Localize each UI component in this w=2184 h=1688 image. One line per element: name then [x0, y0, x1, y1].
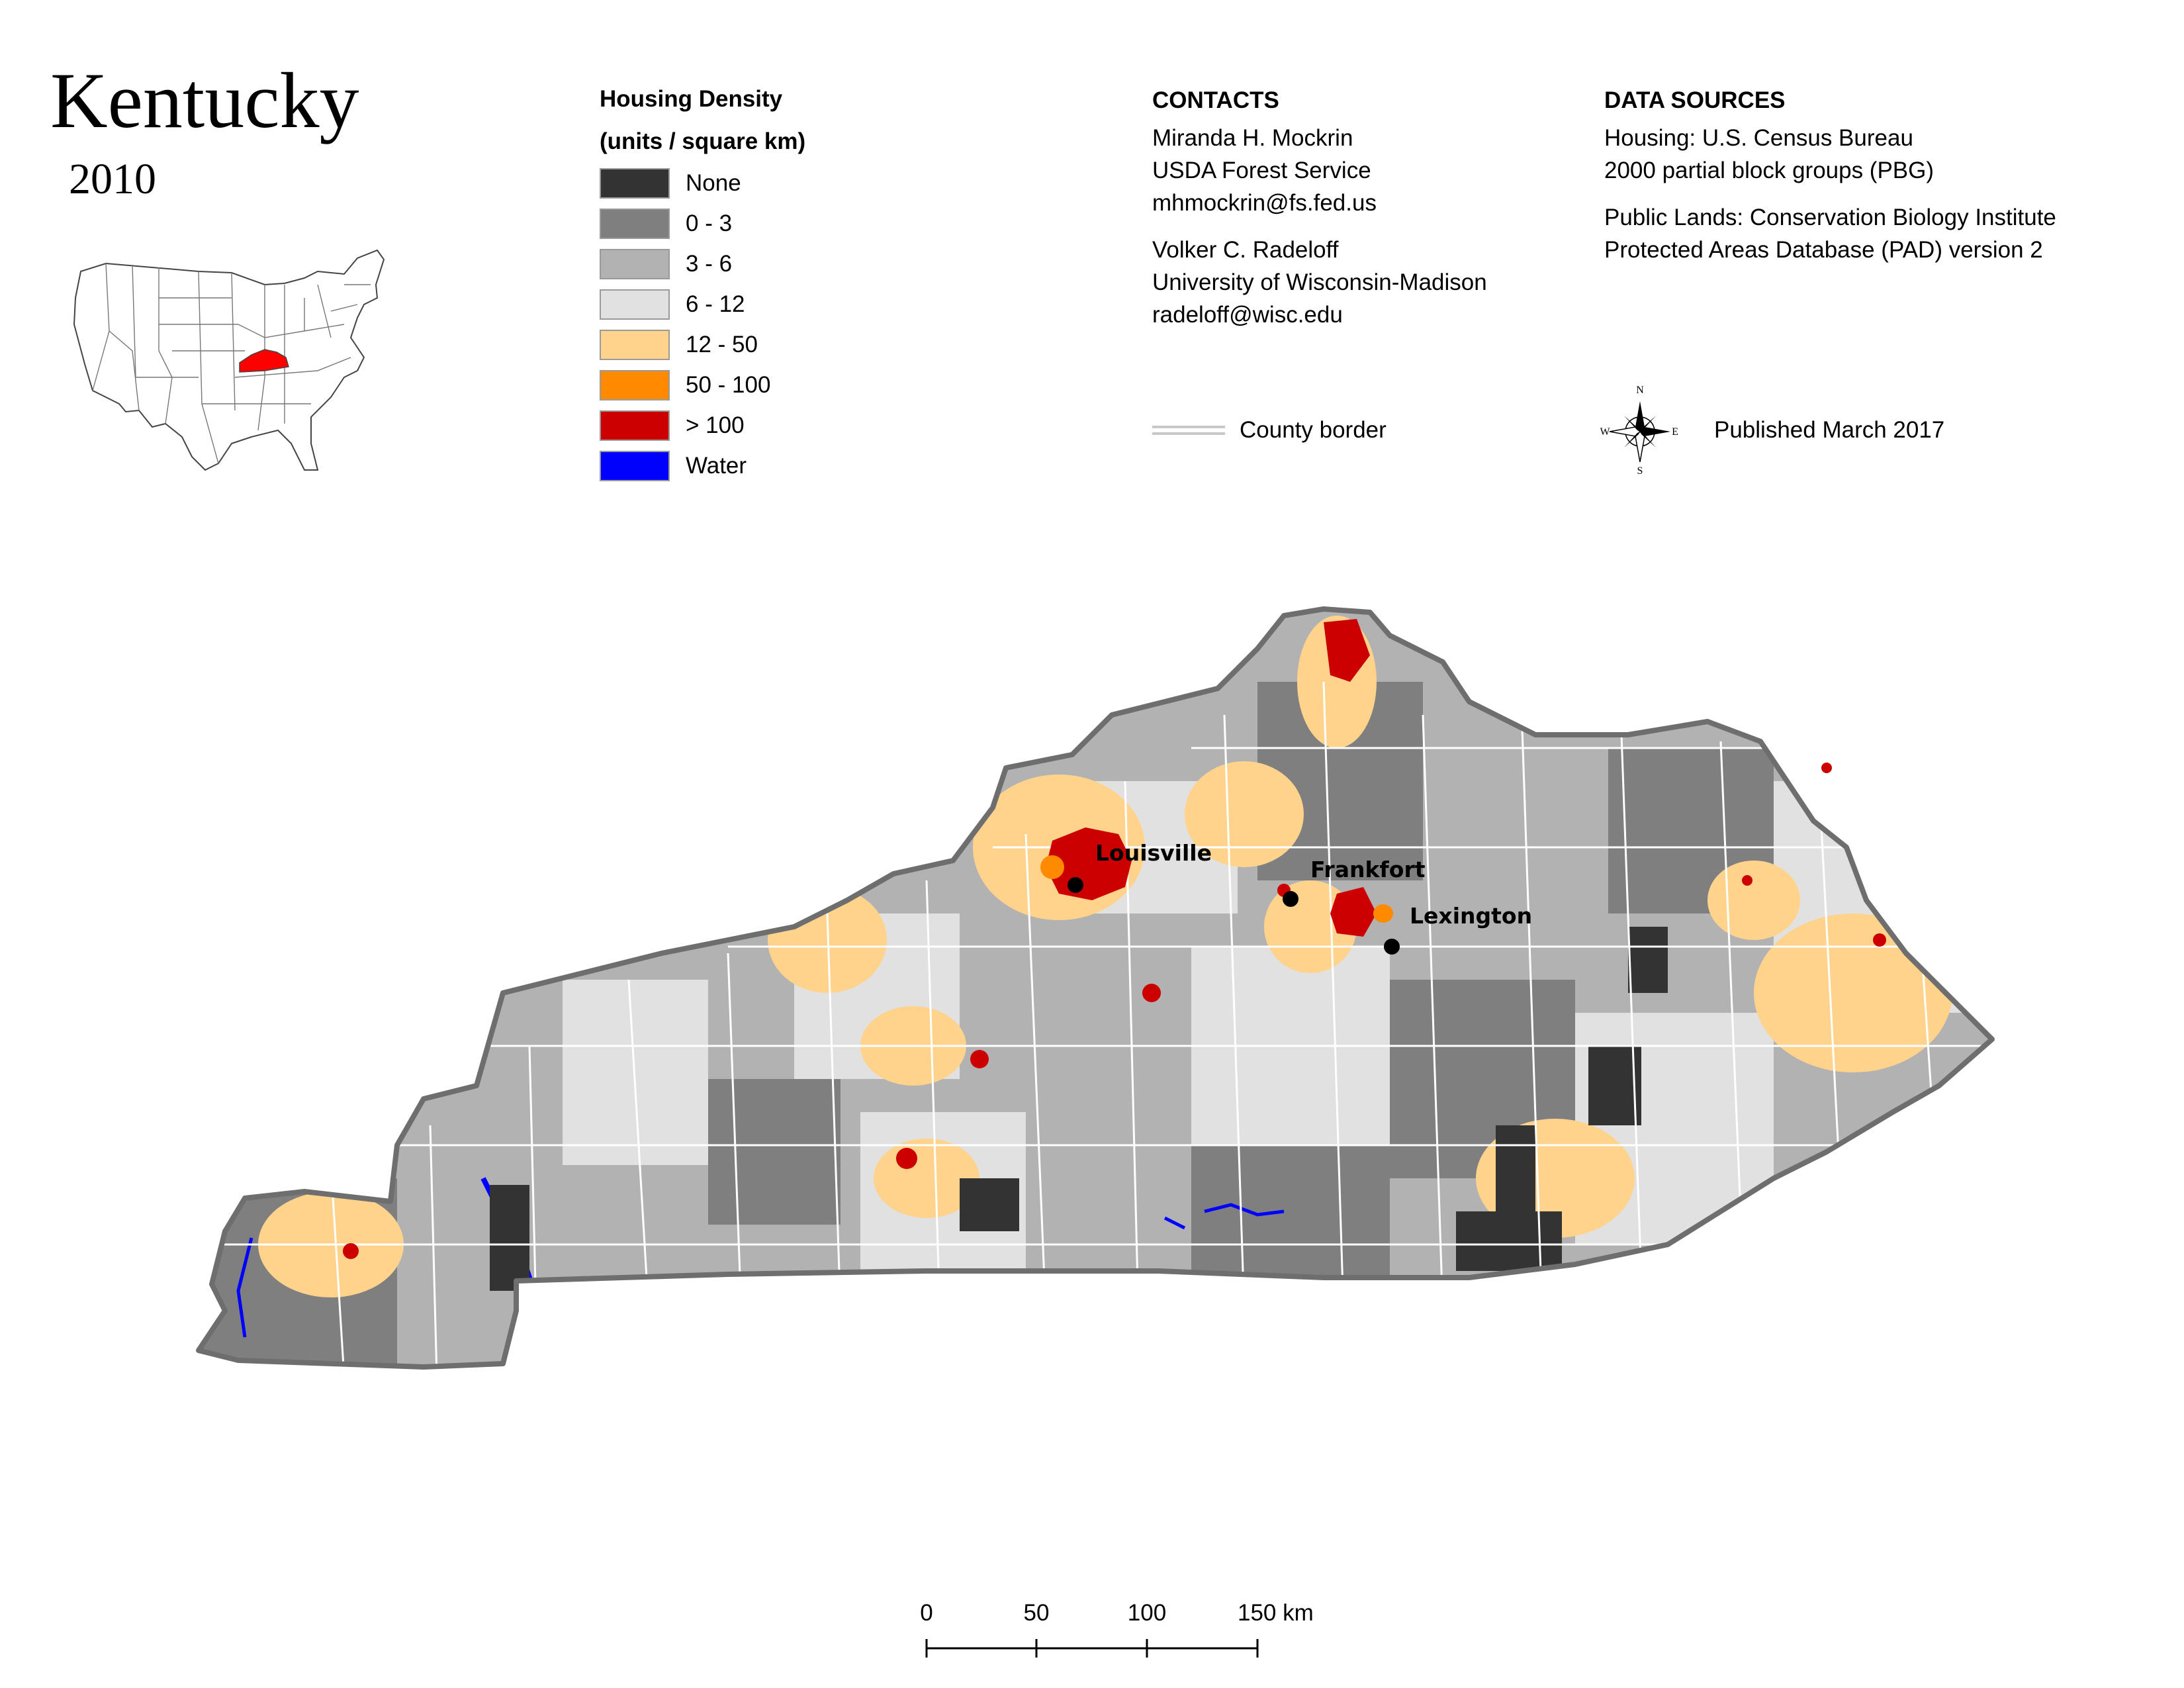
source-line: 2000 partial block groups (PBG)	[1604, 158, 1934, 183]
contact-name: Miranda H. Mockrin	[1152, 125, 1353, 151]
urban-high-density	[343, 619, 1886, 1259]
legend-heading: Housing Density	[600, 86, 783, 112]
data-sources-block: DATA SOURCES Housing: U.S. Census Bureau…	[1604, 79, 2056, 266]
legend-item: 6 - 12	[600, 284, 805, 324]
legend-label: None	[686, 169, 741, 196]
map-title: Kentucky	[50, 56, 359, 144]
compass-e: E	[1672, 426, 1678, 438]
legend-item: > 100	[600, 405, 805, 445]
compass-rose-icon: N S E W	[1600, 385, 1678, 477]
scale-label: 100	[1128, 1600, 1166, 1626]
legend-item: Water	[600, 445, 805, 486]
compass-n: N	[1636, 385, 1644, 396]
kentucky-housing-density-map[interactable]: Louisville Frankfort Lexington	[132, 583, 2052, 1443]
legend-label: 50 - 100	[686, 371, 771, 398]
compass-s: S	[1637, 465, 1643, 477]
legend-item: 3 - 6	[600, 244, 805, 284]
us-locator-map	[73, 249, 385, 471]
legend-swatch	[600, 450, 670, 481]
legend-label: 6 - 12	[686, 291, 745, 317]
source-line: Public Lands: Conservation Biology Insti…	[1604, 205, 2056, 230]
contact-email[interactable]: mhmockrin@fs.fed.us	[1152, 190, 1377, 216]
density-fill	[199, 609, 1992, 1367]
city-lexington[interactable]: Lexington	[1384, 903, 1532, 955]
legend-units: (units / square km)	[600, 128, 806, 154]
legend-swatch	[600, 208, 670, 239]
legend-label: 3 - 6	[686, 250, 733, 277]
city-label-frankfort: Frankfort	[1310, 857, 1426, 882]
city-label-lexington: Lexington	[1410, 903, 1532, 929]
county-border-label: County border	[1240, 417, 1387, 443]
state-lines	[92, 263, 371, 464]
legend-label: Water	[686, 452, 747, 479]
legend-item: None	[600, 163, 805, 203]
city-label-louisville: Louisville	[1095, 840, 1212, 866]
legend-swatch	[600, 289, 670, 320]
legend-label: 12 - 50	[686, 331, 758, 357]
scale-label: 50	[1024, 1600, 1050, 1626]
legend-label: > 100	[686, 412, 745, 438]
city-marker	[1068, 877, 1083, 893]
county-border-swatch	[1152, 426, 1225, 435]
contact-org: University of Wisconsin-Madison	[1152, 269, 1487, 295]
legend-item: 50 - 100	[600, 365, 805, 405]
legend-item: 0 - 3	[600, 203, 805, 244]
legend-swatch	[600, 329, 670, 360]
county-border-key: County border	[1152, 417, 1387, 444]
compass-w: W	[1600, 426, 1610, 438]
legend-swatch	[600, 410, 670, 441]
legend-swatch	[600, 369, 670, 400]
contacts-heading: CONTACTS	[1152, 87, 1279, 113]
scale-bar: 0 50 100 150 km	[920, 1600, 1314, 1658]
kentucky-highlight	[239, 349, 289, 373]
city-marker	[1384, 939, 1400, 955]
contacts-block: CONTACTS Miranda H. Mockrin USDA Forest …	[1152, 79, 1487, 331]
legend-item: 12 - 50	[600, 324, 805, 365]
scale-label: 0	[920, 1600, 933, 1626]
scale-label: 150 km	[1238, 1600, 1314, 1626]
legend-swatch	[600, 248, 670, 279]
legend-label: 0 - 3	[686, 210, 733, 236]
source-line: Protected Areas Database (PAD) version 2	[1604, 237, 2043, 263]
contact-org: USDA Forest Service	[1152, 158, 1371, 183]
city-marker	[1283, 891, 1298, 907]
us-outline	[73, 249, 385, 471]
data-sources-heading: DATA SOURCES	[1604, 87, 1786, 113]
published-date: Published March 2017	[1714, 417, 1945, 443]
contact-name: Volker C. Radeloff	[1152, 237, 1339, 263]
kentucky-outline	[196, 606, 1995, 1370]
contact-email[interactable]: radeloff@wisc.edu	[1152, 302, 1343, 328]
legend-swatch	[600, 167, 670, 199]
legend: Housing Density (units / square km) None…	[600, 78, 805, 486]
source-line: Housing: U.S. Census Bureau	[1604, 125, 1913, 151]
map-year: 2010	[69, 155, 156, 203]
city-louisville[interactable]: Louisville	[1068, 840, 1212, 893]
city-frankfort[interactable]: Frankfort	[1283, 857, 1426, 907]
